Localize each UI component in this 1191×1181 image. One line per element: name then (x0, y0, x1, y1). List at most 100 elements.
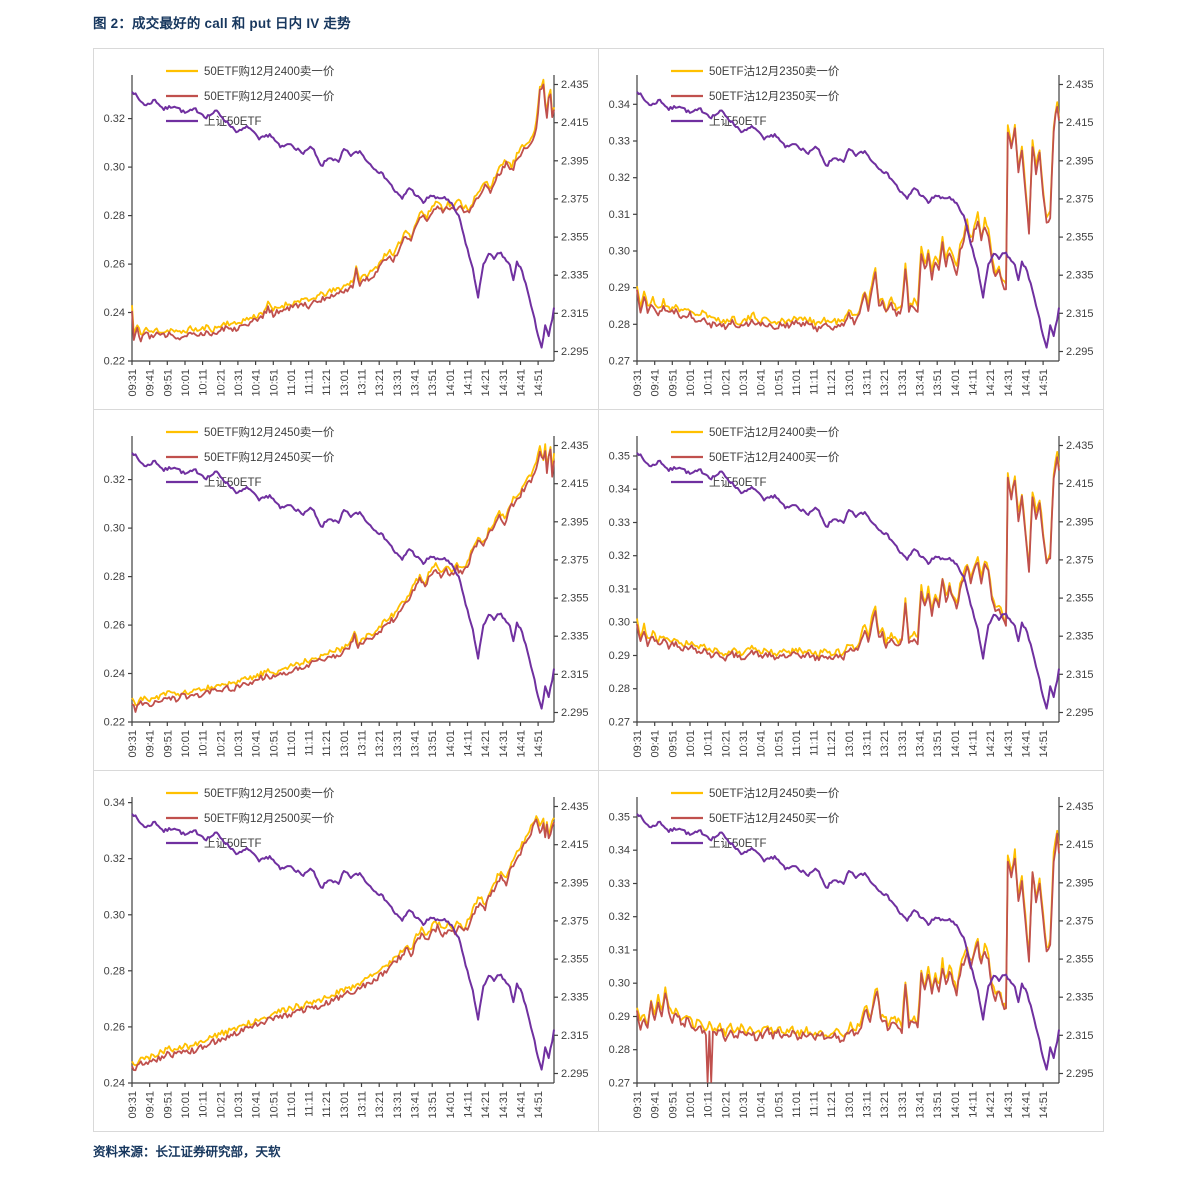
figure-title: 图 2：成交最好的 call 和 put 日内 IV 走势 (93, 16, 351, 31)
x-tick-label: 14:51 (533, 369, 545, 397)
x-tick-label: 09:51 (162, 1091, 174, 1119)
y-right-tick-label: 2.435 (561, 440, 589, 452)
x-tick-label: 13:41 (410, 1091, 422, 1119)
y-right-tick-label: 2.315 (561, 308, 589, 320)
x-tick-label: 10:21 (215, 1091, 227, 1119)
x-tick-label: 14:31 (498, 369, 510, 397)
x-tick-label: 10:51 (268, 730, 280, 758)
chart-panel-call-dec-2400: 50ETF购12月2400卖一价 50ETF购12月2400买一价 上证50ETF 0… (94, 49, 599, 410)
y-right-tick-label: 2.295 (561, 346, 589, 358)
x-tick-label: 14:51 (533, 730, 545, 758)
y-left-tick-label: 0.24 (104, 668, 125, 680)
series-sell-line (636, 101, 1060, 327)
x-tick-label: 13:21 (374, 730, 386, 758)
x-tick-label: 14:51 (533, 1091, 545, 1119)
series-etf-line (636, 91, 1060, 349)
y-right-tick-label: 2.295 (561, 1068, 589, 1080)
y-right-tick-label: 2.415 (561, 839, 589, 851)
x-tick-label: 10:11 (703, 1091, 715, 1118)
y-right-tick-label: 2.435 (561, 801, 589, 813)
x-tick-label: 13:41 (915, 1091, 927, 1119)
x-tick-label: 14:11 (968, 1091, 980, 1118)
x-tick-label: 13:01 (339, 730, 351, 758)
series-buy-line (131, 448, 555, 713)
y-right-tick-label: 2.355 (561, 954, 589, 966)
axis-lines (131, 436, 555, 723)
x-tick-label: 13:31 (897, 730, 909, 758)
x-tick-label: 10:21 (720, 730, 732, 758)
x-tick-label: 11:21 (321, 369, 333, 396)
x-tick-label: 13:21 (879, 369, 891, 397)
x-tick-label: 11:11 (304, 369, 316, 395)
y-left-tick-label: 0.26 (104, 259, 125, 271)
y-right-tick-label: 2.315 (1066, 1030, 1094, 1042)
legend-item-label: 50ETF购12月2500卖一价 (204, 786, 335, 800)
x-tick-label: 13:41 (410, 369, 422, 397)
x-tick-label: 09:51 (667, 1091, 679, 1119)
x-tick-label: 14:01 (445, 730, 457, 758)
x-tick-label: 11:11 (809, 369, 821, 395)
x-tick-label: 11:01 (286, 1091, 298, 1118)
y-left-tick-label: 0.26 (104, 620, 125, 632)
x-tick-label: 11:21 (826, 730, 838, 757)
y-right-tick-label: 2.415 (1066, 117, 1094, 129)
legend-item-label: 50ETF沽12月2450买一价 (709, 812, 840, 825)
axis-lines (131, 797, 555, 1084)
y-right-tick-label: 2.335 (1066, 992, 1094, 1004)
y-left-tick-label: 0.24 (104, 307, 125, 319)
y-right-tick-label: 2.315 (561, 1030, 589, 1042)
x-tick-label: 09:41 (145, 1091, 157, 1119)
y-left-tick-label: 0.31 (609, 209, 630, 221)
y-left-tick-label: 0.31 (609, 945, 630, 957)
y-right-tick-label: 2.415 (1066, 839, 1094, 851)
x-tick-label: 09:51 (667, 730, 679, 758)
y-left-tick-label: 0.35 (609, 451, 630, 463)
x-tick-label: 10:41 (251, 369, 263, 397)
y-right-tick-label: 2.375 (561, 915, 589, 927)
axis-lines (636, 797, 1060, 1084)
y-right-tick-label: 2.335 (1066, 270, 1094, 282)
y-right-tick-label: 2.355 (1066, 232, 1094, 244)
x-tick-label: 14:11 (463, 730, 475, 757)
y-right-tick-label: 2.355 (561, 232, 589, 244)
x-tick-label: 10:31 (233, 1091, 245, 1119)
x-tick-label: 13:21 (374, 369, 386, 397)
legend-item-label: 50ETF沽12月2350买一价 (709, 90, 840, 103)
x-tick-label: 14:51 (1038, 369, 1050, 397)
legend-item-label: 上证50ETF (709, 476, 767, 489)
y-right-tick-label: 2.335 (1066, 631, 1094, 643)
y-left-tick-label: 0.30 (104, 162, 125, 174)
x-tick-label: 14:51 (1038, 1091, 1050, 1119)
x-tick-label: 13:41 (410, 730, 422, 758)
y-right-tick-label: 2.295 (1066, 707, 1094, 719)
y-left-tick-label: 0.28 (104, 571, 125, 583)
x-tick-label: 14:41 (516, 369, 528, 397)
x-tick-label: 10:31 (738, 1091, 750, 1119)
x-tick-label: 09:51 (162, 730, 174, 758)
chart-panel-put-dec-2450: 50ETF沽12月2450卖一价 50ETF沽12月2450买一价 上证50ETF 0… (599, 771, 1104, 1132)
x-tick-label: 09:31 (127, 369, 139, 397)
x-tick-label: 10:41 (756, 730, 768, 758)
y-left-tick-label: 0.34 (104, 797, 125, 809)
x-tick-label: 10:01 (180, 1091, 192, 1119)
y-right-tick-label: 2.395 (1066, 516, 1094, 528)
x-tick-label: 10:11 (198, 1091, 210, 1118)
x-tick-label: 14:31 (498, 1091, 510, 1119)
y-right-tick-label: 2.335 (561, 631, 589, 643)
x-tick-label: 10:21 (215, 369, 227, 397)
x-tick-label: 11:21 (826, 369, 838, 396)
x-tick-label: 14:11 (463, 369, 475, 396)
x-tick-label: 14:31 (1003, 1091, 1015, 1119)
y-right-tick-label: 2.335 (561, 992, 589, 1004)
y-left-tick-label: 0.30 (609, 246, 630, 258)
y-left-tick-label: 0.28 (609, 319, 630, 331)
y-left-tick-label: 0.27 (609, 1078, 630, 1090)
y-right-tick-label: 2.395 (561, 877, 589, 889)
x-tick-label: 10:41 (756, 369, 768, 397)
x-tick-label: 13:51 (932, 369, 944, 397)
y-left-tick-label: 0.33 (609, 517, 630, 529)
x-tick-label: 13:51 (932, 1091, 944, 1119)
x-tick-label: 10:51 (773, 1091, 785, 1119)
